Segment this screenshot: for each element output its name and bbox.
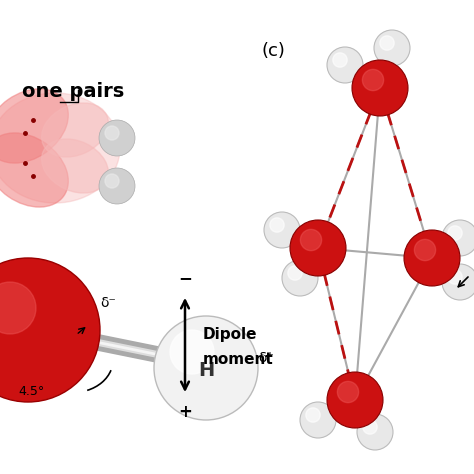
Circle shape [282, 260, 318, 296]
Text: +: + [178, 403, 192, 421]
Circle shape [327, 372, 383, 428]
Circle shape [306, 408, 320, 422]
Circle shape [0, 282, 36, 334]
Circle shape [105, 174, 119, 188]
Circle shape [301, 229, 322, 251]
Text: (c): (c) [262, 42, 286, 60]
Ellipse shape [0, 133, 68, 207]
Text: one pairs: one pairs [22, 82, 124, 101]
Circle shape [154, 316, 258, 420]
Circle shape [327, 47, 363, 83]
Ellipse shape [0, 89, 68, 163]
Circle shape [105, 126, 119, 140]
Text: −: − [178, 269, 192, 287]
Circle shape [442, 264, 474, 300]
Circle shape [99, 120, 135, 156]
Circle shape [363, 420, 377, 434]
Circle shape [414, 239, 436, 261]
Circle shape [99, 168, 135, 204]
Circle shape [352, 60, 408, 116]
Text: 4.5°: 4.5° [18, 385, 44, 398]
Circle shape [264, 212, 300, 248]
Circle shape [333, 53, 347, 67]
Circle shape [380, 36, 394, 50]
Ellipse shape [42, 103, 109, 157]
Circle shape [362, 69, 383, 91]
Circle shape [270, 218, 284, 232]
Text: H: H [198, 361, 214, 380]
Text: δ⁺: δ⁺ [258, 351, 274, 365]
Text: moment: moment [203, 352, 274, 366]
Circle shape [374, 30, 410, 66]
Circle shape [290, 220, 346, 276]
Text: Dipole: Dipole [203, 328, 257, 343]
Circle shape [448, 226, 462, 240]
Circle shape [442, 220, 474, 256]
Text: δ⁻: δ⁻ [100, 296, 116, 310]
Circle shape [288, 266, 302, 280]
Ellipse shape [0, 93, 120, 203]
Circle shape [337, 382, 359, 402]
Circle shape [404, 230, 460, 286]
Ellipse shape [42, 139, 109, 193]
Circle shape [448, 270, 462, 284]
Circle shape [300, 402, 336, 438]
Circle shape [0, 258, 100, 402]
Circle shape [357, 414, 393, 450]
Circle shape [170, 330, 214, 374]
